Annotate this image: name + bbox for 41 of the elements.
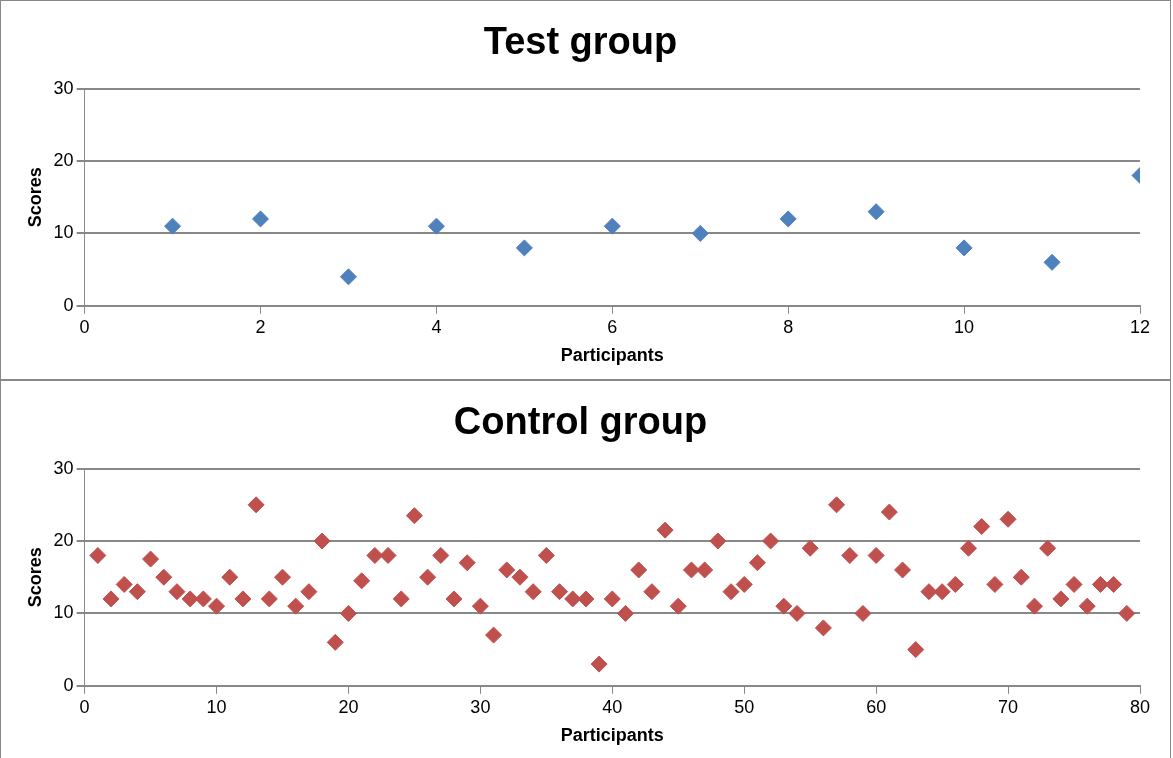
x-tick-label: 80: [1129, 696, 1151, 717]
y-tick-label: 20: [53, 149, 74, 170]
y-tick-label: 20: [53, 529, 74, 550]
point: [867, 203, 885, 221]
x-tick-label: 30: [470, 696, 491, 717]
y-axis-title: Scores: [24, 167, 45, 228]
x-tick-label: 70: [998, 696, 1019, 717]
y-tick-label: 10: [53, 222, 74, 243]
point: [1043, 253, 1061, 271]
x-tick-label: 4: [431, 316, 442, 337]
x-tick-label: 10: [954, 316, 975, 337]
x-tick-label: 6: [607, 316, 618, 337]
point: [691, 224, 709, 242]
x-axis-title: Participants: [560, 725, 664, 746]
x-tick-label: 0: [79, 316, 90, 337]
x-tick-label: 20: [338, 696, 359, 717]
x-tick-label: 0: [79, 696, 90, 717]
point: [427, 217, 445, 235]
x-tick-label: 12: [1129, 316, 1151, 337]
x-tick-label: 8: [783, 316, 794, 337]
x-tick-label: 2: [255, 316, 266, 337]
x-tick-label: 50: [734, 696, 755, 717]
point: [252, 210, 270, 228]
point: [515, 239, 533, 257]
point: [779, 210, 797, 228]
y-tick-label: 10: [53, 602, 74, 623]
y-tick-label: 30: [53, 457, 74, 478]
point: [339, 268, 357, 286]
y-tick-label: 0: [63, 294, 74, 315]
point: [603, 217, 621, 235]
y-axis-title: Scores: [24, 547, 45, 608]
point: [164, 217, 182, 235]
x-axis-title: Participants: [560, 345, 664, 366]
x-tick-label: 40: [602, 696, 623, 717]
y-tick-label: 30: [53, 77, 74, 98]
x-tick-label: 60: [866, 696, 887, 717]
chart-title: Test group: [483, 20, 678, 63]
y-tick-label: 0: [63, 674, 74, 695]
chart-title: Control group: [453, 400, 708, 443]
x-tick-label: 10: [206, 696, 227, 717]
point: [955, 239, 973, 257]
